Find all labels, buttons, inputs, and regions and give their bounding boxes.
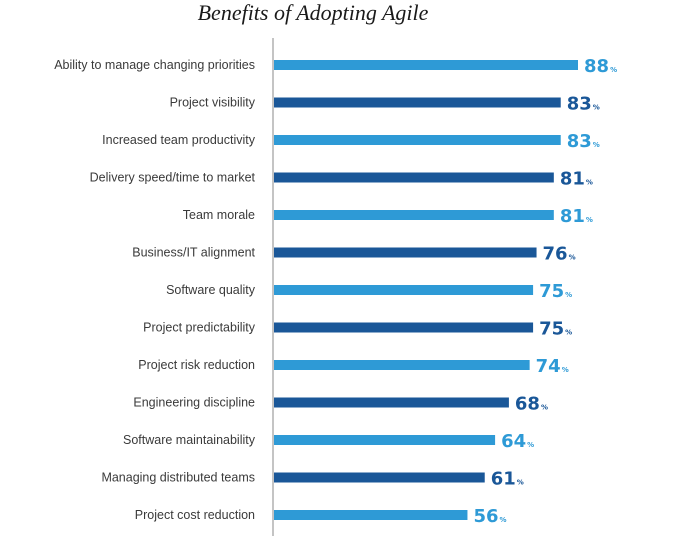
bar-row: Engineering discipline 68% <box>133 394 548 415</box>
category-label: Engineering discipline <box>133 396 255 410</box>
value-number: 75 <box>539 281 564 302</box>
category-label: Software quality <box>166 283 256 297</box>
bar <box>274 472 485 483</box>
bar <box>274 435 496 445</box>
percent-sign: % <box>527 441 534 449</box>
bar-row: Business/IT alignment 76% <box>132 244 575 265</box>
bar-row: Project visibility 83% <box>170 94 600 115</box>
value-label: 88% <box>584 56 617 77</box>
value-label: 81% <box>560 206 593 227</box>
bar-row: Project risk reduction 74% <box>138 356 568 377</box>
bar-row: Managing distributed teams 61% <box>101 469 523 490</box>
percent-sign: % <box>565 291 572 299</box>
value-label: 68% <box>515 394 548 415</box>
percent-sign: % <box>610 66 617 74</box>
percent-sign: % <box>593 104 600 112</box>
bar-row: Project predictability 75% <box>143 319 572 340</box>
category-label: Software maintainability <box>123 433 256 447</box>
value-label: 81% <box>560 169 593 190</box>
percent-sign: % <box>565 329 572 337</box>
value-number: 74 <box>536 356 561 377</box>
bar <box>274 97 561 108</box>
category-label: Managing distributed teams <box>101 471 255 485</box>
bar <box>274 285 534 295</box>
percent-sign: % <box>517 479 524 487</box>
bar-rows: Ability to manage changing priorities 88%… <box>54 56 617 527</box>
value-label: 61% <box>491 469 524 490</box>
bar <box>274 247 537 258</box>
category-label: Project cost reduction <box>135 508 255 522</box>
bar <box>274 210 554 220</box>
value-label: 56% <box>473 506 506 527</box>
value-number: 56 <box>473 506 498 527</box>
category-label: Project predictability <box>143 321 256 335</box>
value-label: 75% <box>539 281 572 302</box>
percent-sign: % <box>586 179 593 187</box>
value-label: 76% <box>543 244 576 265</box>
bar-row: Delivery speed/time to market 81% <box>90 169 593 190</box>
bar-row: Ability to manage changing priorities 88% <box>54 56 617 77</box>
value-label: 74% <box>536 356 569 377</box>
value-number: 61 <box>491 469 516 490</box>
value-number: 64 <box>501 431 526 452</box>
bar <box>274 397 509 408</box>
value-number: 75 <box>539 319 564 340</box>
value-label: 64% <box>501 431 534 452</box>
bar-row: Team morale 81% <box>183 206 593 227</box>
category-label: Project visibility <box>170 96 256 110</box>
value-number: 76 <box>543 244 568 265</box>
bar <box>274 135 561 145</box>
value-number: 88 <box>584 56 609 77</box>
category-label: Ability to manage changing priorities <box>54 58 255 72</box>
value-number: 68 <box>515 394 540 415</box>
value-label: 75% <box>539 319 572 340</box>
bar <box>274 322 534 333</box>
bar <box>274 60 578 70</box>
bar <box>274 510 468 520</box>
bar-row: Software maintainability 64% <box>123 431 534 452</box>
percent-sign: % <box>541 404 548 412</box>
category-label: Business/IT alignment <box>132 246 255 260</box>
value-number: 81 <box>560 169 585 190</box>
percent-sign: % <box>562 366 569 374</box>
percent-sign: % <box>569 254 576 262</box>
value-number: 83 <box>567 131 592 152</box>
category-label: Project risk reduction <box>138 358 255 372</box>
percent-sign: % <box>500 516 507 524</box>
value-label: 83% <box>567 131 600 152</box>
value-label: 83% <box>567 94 600 115</box>
percent-sign: % <box>586 216 593 224</box>
bar <box>274 360 530 370</box>
bar-row: Increased team productivity 83% <box>102 131 600 152</box>
value-number: 83 <box>567 94 592 115</box>
value-number: 81 <box>560 206 585 227</box>
bar <box>274 172 554 183</box>
chart-title: Benefits of Adopting Agile <box>198 0 429 25</box>
category-label: Team morale <box>183 208 255 222</box>
bar-row: Software quality 75% <box>166 281 572 302</box>
category-label: Increased team productivity <box>102 133 256 147</box>
category-label: Delivery speed/time to market <box>90 171 256 185</box>
bar-row: Project cost reduction 56% <box>135 506 507 527</box>
percent-sign: % <box>593 141 600 149</box>
